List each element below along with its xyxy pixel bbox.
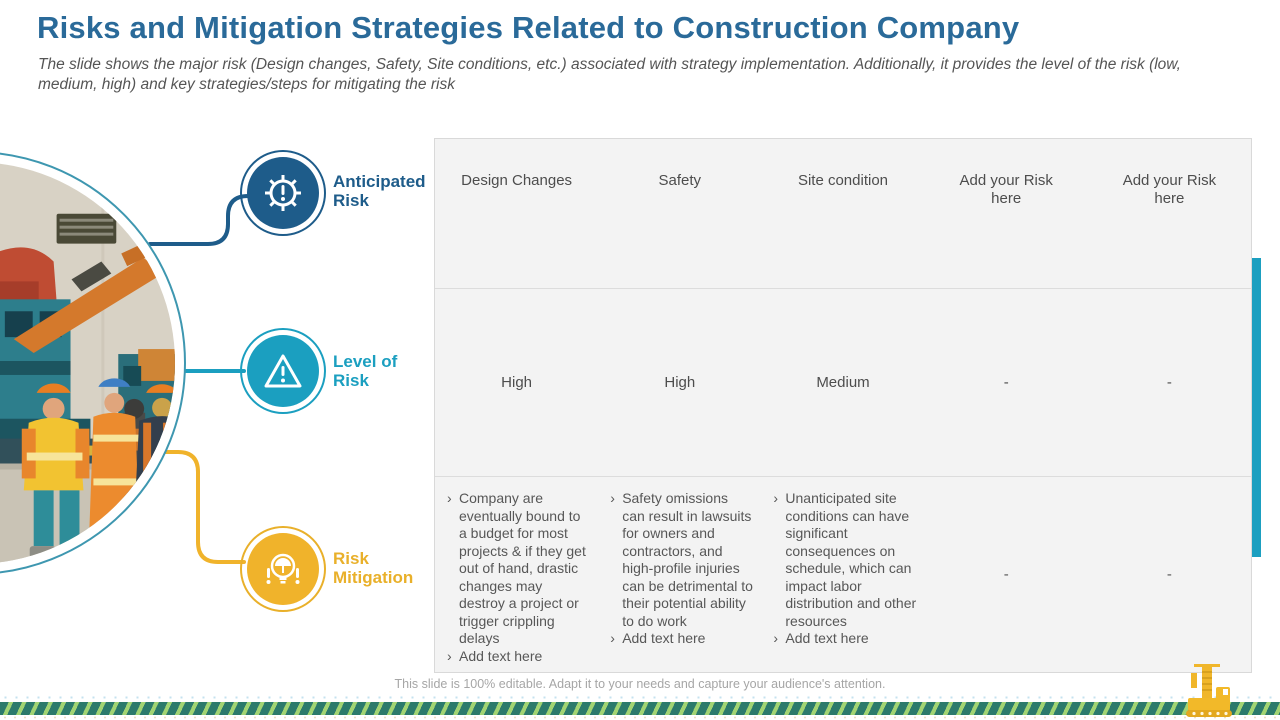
bullet-icon: › bbox=[773, 490, 779, 506]
table-cell-empty: - bbox=[1003, 566, 1009, 583]
page-title: Risks and Mitigation Strategies Related … bbox=[37, 10, 1020, 45]
risk-table: Design Changes Safety Site condition Add… bbox=[434, 138, 1252, 673]
table-accent-bar bbox=[1252, 258, 1261, 557]
table-cell-placeholder: Add your Risk here bbox=[1122, 172, 1217, 207]
bullet-item: › Unanticipated site conditions can have … bbox=[773, 490, 917, 629]
table-row-level-of-risk: High High Medium - - bbox=[435, 288, 1251, 476]
level-of-risk-circle bbox=[240, 328, 326, 414]
table-cell: › Company are eventually bound to a budge… bbox=[435, 477, 598, 672]
table-row-risk-mitigation: › Company are eventually bound to a budge… bbox=[435, 476, 1251, 672]
gear-alert-icon bbox=[265, 175, 301, 211]
table-cell: Design Changes bbox=[461, 172, 573, 189]
table-cell: - bbox=[1003, 374, 1009, 391]
construction-photo-illustration bbox=[0, 162, 175, 564]
umbrella-bulb-icon bbox=[266, 553, 300, 584]
bullet-icon: › bbox=[610, 630, 615, 646]
anticipated-risk-circle bbox=[240, 150, 326, 236]
bullet-item: › Safety omissions can result in lawsuits… bbox=[610, 490, 753, 629]
page-subtitle: The slide shows the major risk (Design c… bbox=[38, 56, 1181, 93]
bullet-icon: › bbox=[447, 490, 452, 506]
anticipated-risk-label: Anticipated Risk bbox=[333, 172, 426, 210]
table-cell: High bbox=[664, 374, 696, 391]
table-cell: › Unanticipated site conditions can have … bbox=[761, 477, 924, 672]
construction-workers-photo bbox=[0, 151, 186, 575]
footer-stripe-band bbox=[0, 702, 1280, 715]
bullet-icon: › bbox=[610, 490, 615, 506]
risk-mitigation-label: Risk Mitigation bbox=[333, 549, 414, 587]
bullet-item: › Add text here bbox=[773, 630, 869, 646]
warning-triangle-icon bbox=[264, 354, 302, 388]
table-cell: Medium bbox=[816, 374, 870, 391]
bullet-icon: › bbox=[447, 647, 452, 664]
footer-dots-top bbox=[0, 693, 1280, 702]
bullet-item: › Add text here bbox=[610, 630, 706, 646]
table-cell-empty: - bbox=[1166, 566, 1172, 583]
table-cell-placeholder: Add your Risk here bbox=[959, 172, 1053, 207]
table-row-anticipated-risk: Design Changes Safety Site condition Add… bbox=[435, 139, 1251, 288]
table-cell: High bbox=[501, 374, 533, 391]
risk-mitigation-circle bbox=[240, 526, 326, 612]
level-of-risk-label: Level of Risk bbox=[333, 352, 398, 390]
footer-dots-bottom bbox=[0, 715, 1280, 720]
footer-disclaimer: This slide is 100% editable. Adapt it to… bbox=[394, 677, 886, 691]
table-cell: › Safety omissions can result in lawsuits… bbox=[598, 477, 761, 672]
table-cell: - bbox=[1166, 374, 1172, 391]
bullet-item: › Add text here bbox=[447, 647, 543, 664]
table-cell: Site condition bbox=[797, 172, 889, 189]
table-cell: Safety bbox=[658, 172, 702, 189]
bullet-item: › Company are eventually bound to a budge… bbox=[447, 490, 586, 646]
bullet-icon: › bbox=[773, 630, 779, 646]
construction-vehicle-icon bbox=[1186, 664, 1232, 717]
